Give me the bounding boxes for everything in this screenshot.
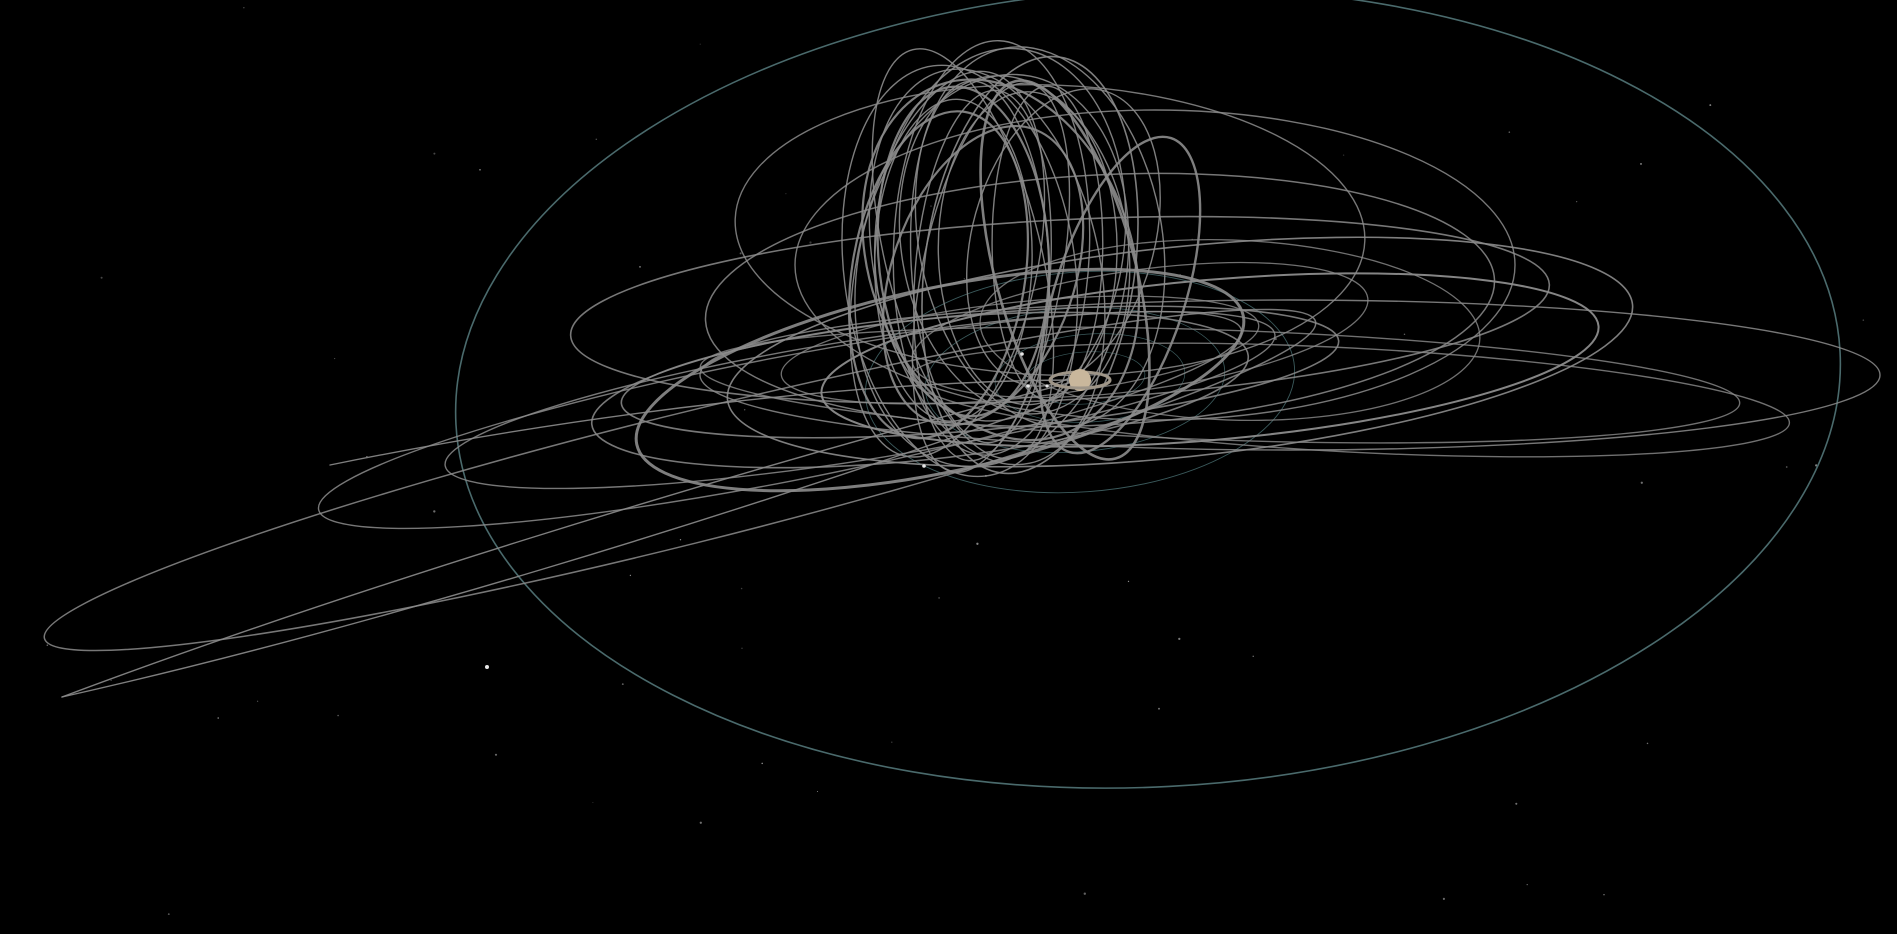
trajectory-orbit xyxy=(874,98,1033,422)
star xyxy=(816,790,819,793)
star xyxy=(740,587,743,590)
star xyxy=(1252,655,1254,657)
star xyxy=(217,717,219,719)
star xyxy=(1342,154,1345,156)
star xyxy=(479,169,481,171)
star xyxy=(679,539,682,541)
trajectory-orbit xyxy=(909,342,1791,458)
star xyxy=(930,205,932,207)
planet-body[interactable] xyxy=(1069,369,1091,391)
star xyxy=(976,542,979,545)
trajectory-orbit xyxy=(965,87,1162,388)
planet-with-rings[interactable] xyxy=(1048,369,1112,391)
background-stars xyxy=(46,7,1865,915)
moon xyxy=(922,464,926,468)
star xyxy=(699,43,701,45)
star xyxy=(1576,201,1578,203)
star xyxy=(1158,707,1160,710)
star xyxy=(639,266,641,268)
star xyxy=(621,683,624,686)
star xyxy=(1640,162,1642,165)
trajectory-orbit xyxy=(620,305,1340,439)
trajectory-orbit xyxy=(854,73,1130,468)
trajectory-orbit xyxy=(873,47,1127,423)
star xyxy=(761,762,763,765)
moon xyxy=(1045,384,1049,388)
trajectory-orbit xyxy=(881,124,1085,428)
trajectory-orbit xyxy=(794,109,1516,421)
star xyxy=(1083,892,1086,895)
star xyxy=(334,358,336,360)
trajectory-orbit xyxy=(699,299,1881,451)
escape-trajectory xyxy=(61,379,1081,698)
trajectory-orbit xyxy=(444,310,1276,490)
trajectory-orbit xyxy=(921,55,1139,475)
trajectory-orbit xyxy=(634,267,1246,493)
star xyxy=(337,714,339,717)
trajectory-orbit xyxy=(914,46,1166,428)
escape-trajectory xyxy=(329,379,1081,466)
trajectory-orbit xyxy=(991,85,1104,401)
star xyxy=(741,647,743,649)
inner-moon-orbit xyxy=(994,333,1186,423)
star xyxy=(100,276,103,279)
star xyxy=(739,252,742,255)
moon xyxy=(1026,384,1030,388)
star xyxy=(1526,883,1528,886)
star xyxy=(1603,893,1605,896)
star xyxy=(1515,802,1518,805)
inner-moon-orbit xyxy=(864,270,1296,494)
star xyxy=(1862,319,1865,321)
moon xyxy=(485,665,489,669)
planet-ring-front xyxy=(1048,379,1112,390)
star xyxy=(1815,464,1818,467)
trajectory-orbit xyxy=(780,295,1260,405)
star xyxy=(1709,104,1712,107)
star xyxy=(1646,742,1649,745)
trajectory-orbit xyxy=(699,326,1741,444)
star xyxy=(46,644,49,646)
trajectory-orbit xyxy=(841,63,1079,479)
trajectory-orbit xyxy=(911,82,1071,474)
trajectory-orbit xyxy=(979,238,1481,422)
trajectory-orbit xyxy=(979,79,1151,461)
star xyxy=(1442,897,1445,900)
spacecraft-trajectories xyxy=(43,26,1881,698)
star xyxy=(167,913,170,915)
star xyxy=(1178,637,1181,641)
star xyxy=(963,278,965,280)
trajectory-orbit xyxy=(1038,135,1202,455)
star xyxy=(743,409,746,411)
star xyxy=(595,138,598,141)
star xyxy=(891,741,893,743)
star xyxy=(1640,481,1643,484)
star xyxy=(809,241,812,244)
star xyxy=(110,679,112,682)
star xyxy=(494,753,498,756)
star xyxy=(256,700,259,702)
outer-moon-orbit xyxy=(454,0,1842,789)
star xyxy=(1785,466,1788,468)
trajectory-orbit xyxy=(43,308,1317,652)
star xyxy=(629,574,632,577)
star xyxy=(1508,131,1511,133)
moon xyxy=(1020,352,1024,356)
moons xyxy=(485,352,1049,669)
star xyxy=(785,193,787,195)
star xyxy=(243,7,245,9)
escape-trajectory xyxy=(61,399,1061,698)
star xyxy=(1127,580,1130,583)
star xyxy=(938,596,941,599)
star xyxy=(433,510,436,513)
star xyxy=(433,152,436,155)
star xyxy=(592,802,594,803)
trajectory-orbit xyxy=(913,89,1052,462)
star xyxy=(699,821,702,824)
star xyxy=(1403,333,1406,336)
